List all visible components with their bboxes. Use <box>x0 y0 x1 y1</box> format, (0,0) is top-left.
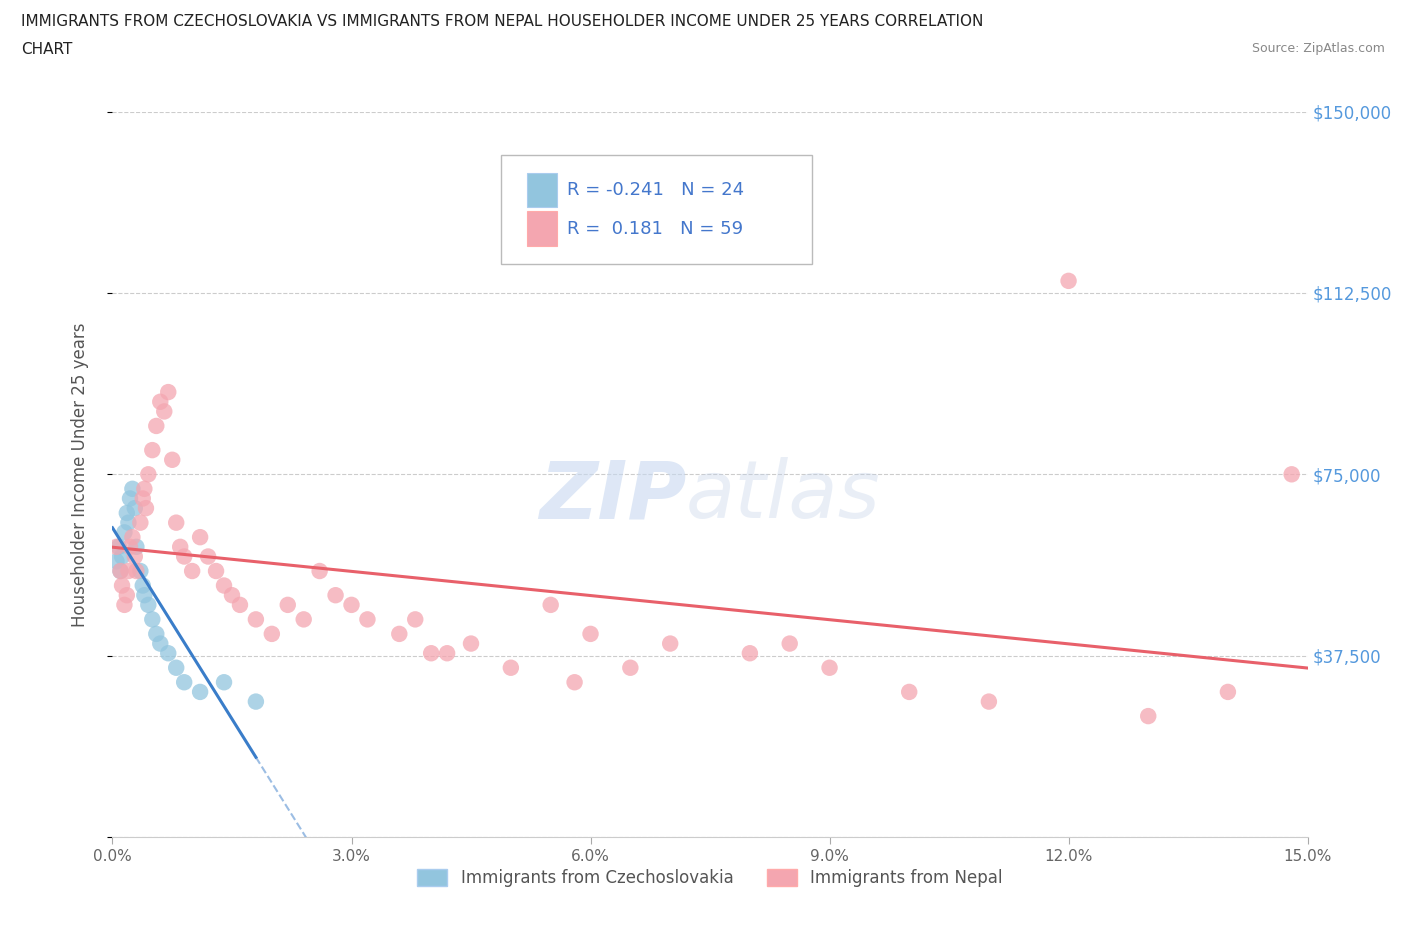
Point <box>1216 684 1239 699</box>
Point <box>1137 709 1160 724</box>
Point <box>325 588 347 603</box>
Point <box>540 597 562 612</box>
Text: R = -0.241   N = 24: R = -0.241 N = 24 <box>567 181 744 199</box>
Point <box>141 612 163 627</box>
Point <box>738 645 761 660</box>
Text: CHART: CHART <box>21 42 73 57</box>
Text: atlas: atlas <box>686 457 882 535</box>
Point <box>108 539 131 554</box>
Point <box>277 597 299 612</box>
Point <box>149 394 172 409</box>
Point <box>110 564 132 578</box>
Point <box>579 627 602 642</box>
Point <box>221 588 243 603</box>
Point <box>436 645 458 660</box>
Point <box>132 491 155 506</box>
Point <box>499 660 522 675</box>
Point <box>212 578 235 593</box>
Point <box>105 539 128 554</box>
FancyBboxPatch shape <box>527 211 557 246</box>
Point <box>138 597 160 612</box>
Point <box>340 597 363 612</box>
Point <box>111 549 134 564</box>
Point <box>145 418 167 433</box>
Point <box>169 539 191 554</box>
Point <box>659 636 682 651</box>
Point <box>118 539 141 554</box>
Point <box>404 612 426 627</box>
Point <box>105 554 128 569</box>
Point <box>165 660 187 675</box>
Point <box>1057 273 1080 288</box>
Point <box>153 404 176 418</box>
Point <box>132 578 155 593</box>
Point <box>1281 467 1303 482</box>
Text: IMMIGRANTS FROM CZECHOSLOVAKIA VS IMMIGRANTS FROM NEPAL HOUSEHOLDER INCOME UNDER: IMMIGRANTS FROM CZECHOSLOVAKIA VS IMMIGR… <box>21 14 983 29</box>
Point <box>173 675 195 690</box>
Point <box>117 564 139 578</box>
Text: Source: ZipAtlas.com: Source: ZipAtlas.com <box>1251 42 1385 55</box>
Point <box>157 645 180 660</box>
Point <box>165 515 187 530</box>
Point <box>129 515 152 530</box>
Point <box>121 530 143 545</box>
Point <box>292 612 315 627</box>
Text: R =  0.181   N = 59: R = 0.181 N = 59 <box>567 220 742 238</box>
Point <box>779 636 801 651</box>
Legend: Immigrants from Czechoslovakia, Immigrants from Nepal: Immigrants from Czechoslovakia, Immigran… <box>411 862 1010 894</box>
Point <box>564 675 586 690</box>
Y-axis label: Householder Income Under 25 years: Householder Income Under 25 years <box>70 322 89 627</box>
Point <box>118 491 141 506</box>
Point <box>619 660 641 675</box>
Point <box>117 515 139 530</box>
Point <box>388 627 411 642</box>
Point <box>977 694 1000 709</box>
Point <box>818 660 841 675</box>
Point <box>134 588 156 603</box>
Point <box>124 500 146 515</box>
Point <box>121 482 143 497</box>
Point <box>129 564 152 578</box>
Point <box>114 597 135 612</box>
Point <box>245 694 267 709</box>
Point <box>149 636 172 651</box>
Point <box>134 482 156 497</box>
Point <box>110 564 132 578</box>
Point <box>181 564 204 578</box>
Text: ZIP: ZIP <box>538 457 686 535</box>
Point <box>420 645 443 660</box>
Point <box>229 597 252 612</box>
Point <box>115 506 138 521</box>
Point <box>245 612 267 627</box>
Point <box>145 627 167 642</box>
Point <box>308 564 330 578</box>
Point <box>197 549 219 564</box>
Point <box>157 385 180 400</box>
Point <box>173 549 195 564</box>
Point <box>188 530 211 545</box>
Point <box>114 525 135 539</box>
Point <box>111 578 134 593</box>
Point <box>125 564 148 578</box>
Point <box>205 564 228 578</box>
Point <box>124 549 146 564</box>
Point <box>212 675 235 690</box>
Point <box>138 467 160 482</box>
Point <box>260 627 283 642</box>
Point <box>188 684 211 699</box>
Point <box>162 452 183 467</box>
Point <box>898 684 921 699</box>
FancyBboxPatch shape <box>501 155 811 264</box>
FancyBboxPatch shape <box>527 173 557 207</box>
Point <box>356 612 378 627</box>
Point <box>115 588 138 603</box>
Point <box>460 636 482 651</box>
Point <box>141 443 163 458</box>
Point <box>135 500 157 515</box>
Point <box>125 539 148 554</box>
